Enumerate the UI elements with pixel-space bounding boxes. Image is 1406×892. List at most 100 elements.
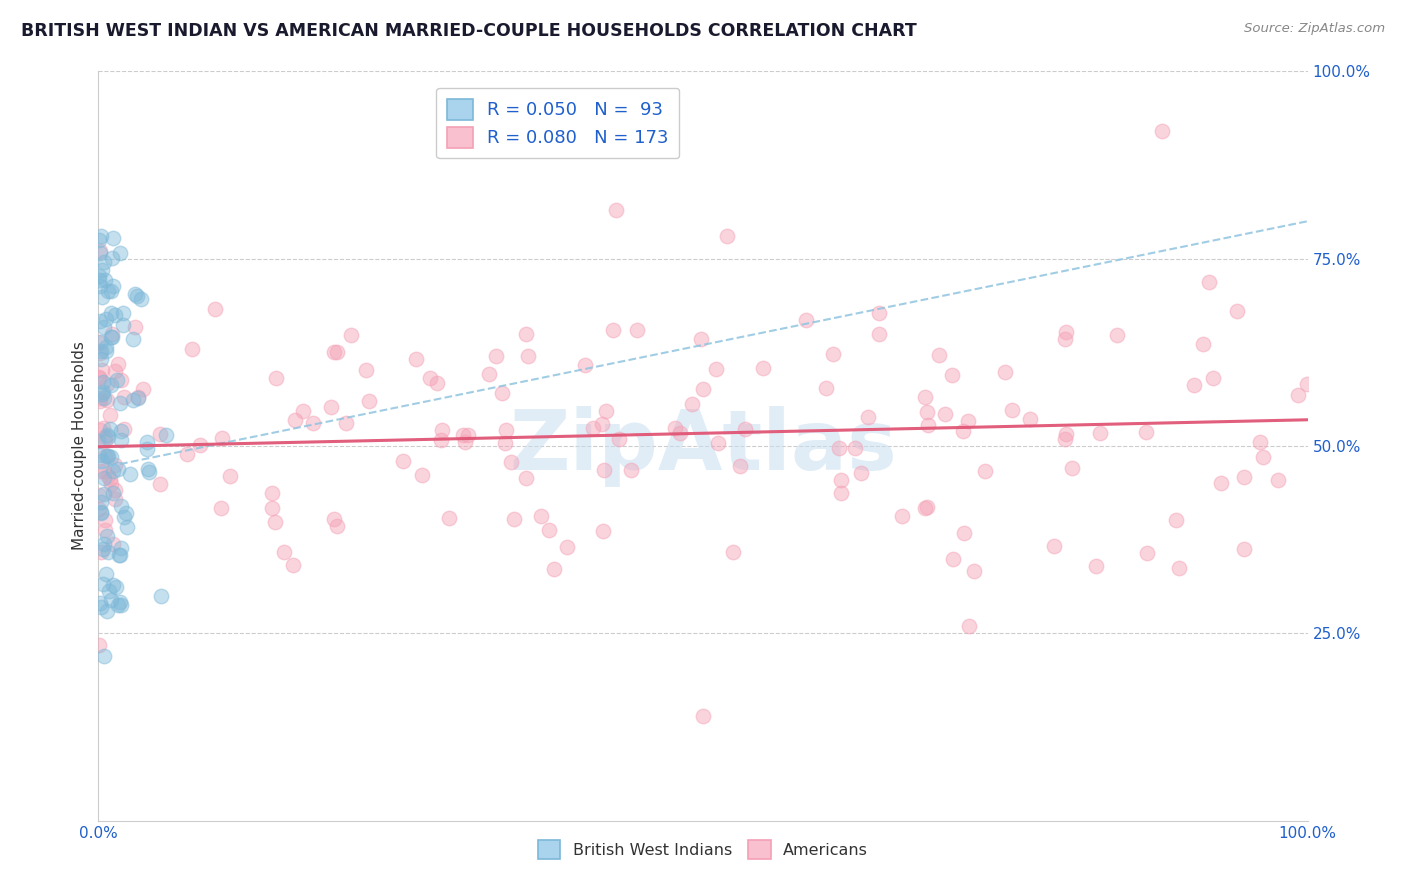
Point [605,203,627,218]
Point [135,442,157,456]
Point [150,589,173,603]
Point [1135,425,1157,439]
Point [108,548,131,562]
Point [101,578,124,592]
Point [97,545,120,559]
Point [664,421,686,435]
Point [1054,426,1077,441]
Point [281,558,304,572]
Point [100,377,122,392]
Point [110,396,132,410]
Point [94,523,117,537]
Point [90,454,112,468]
Point [176,447,198,461]
Point [132,382,155,396]
Point [291,404,314,418]
Point [100,327,122,342]
Point [89,345,111,359]
Point [100,330,122,344]
Point [1001,403,1024,417]
Point [952,525,974,540]
Point [103,464,125,478]
Point [263,515,285,529]
Point [110,433,132,447]
Point [129,292,152,306]
Point [110,500,132,514]
Point [93,576,115,591]
Point [89,464,111,478]
Point [110,541,132,556]
Point [1107,328,1129,343]
Point [121,332,143,346]
Point [91,289,114,303]
Point [87,334,110,349]
Point [97,468,120,483]
Point [1202,371,1225,385]
Point [94,430,117,444]
Point [915,405,938,419]
Point [127,391,149,405]
Point [952,425,974,439]
Point [830,473,852,487]
Point [1286,387,1309,401]
Point [91,375,114,389]
Point [530,508,553,523]
Point [1198,275,1220,289]
Point [97,449,120,463]
Point [100,477,122,491]
Point [89,639,111,653]
Point [103,231,125,245]
Point [89,246,111,260]
Point [107,357,129,371]
Point [856,409,879,424]
Y-axis label: Married-couple Households: Married-couple Households [72,342,87,550]
Point [180,343,202,357]
Point [692,708,714,723]
Point [104,483,127,497]
Point [96,428,118,442]
Point [392,454,415,468]
Point [934,407,956,421]
Point [1053,432,1076,446]
Point [1085,559,1108,574]
Point [716,229,738,244]
Point [734,422,756,436]
Point [93,254,115,268]
Point [136,434,159,449]
Point [1019,412,1042,426]
Point [94,567,117,582]
Point [93,648,115,663]
Point [94,513,117,527]
Point [112,510,135,524]
Point [1054,325,1077,339]
Point [107,462,129,476]
Point [87,488,110,502]
Point [89,313,111,327]
Point [574,359,596,373]
Point [730,459,752,474]
Point [942,552,965,566]
Point [1296,376,1319,391]
Point [138,465,160,479]
Point [114,506,136,520]
Point [405,352,427,367]
Point [87,502,110,516]
Point [814,381,837,395]
Point [122,392,145,407]
Point [110,424,132,438]
Point [148,427,170,442]
Point [90,600,112,615]
Point [1192,337,1215,351]
Point [90,506,112,520]
Point [503,511,526,525]
Point [104,458,127,473]
Point [494,436,516,450]
Point [752,361,775,376]
Point [1211,475,1233,490]
Point [108,595,131,609]
Point [973,464,995,478]
Point [515,471,537,485]
Point [485,349,508,363]
Point [93,470,115,484]
Point [110,598,132,612]
